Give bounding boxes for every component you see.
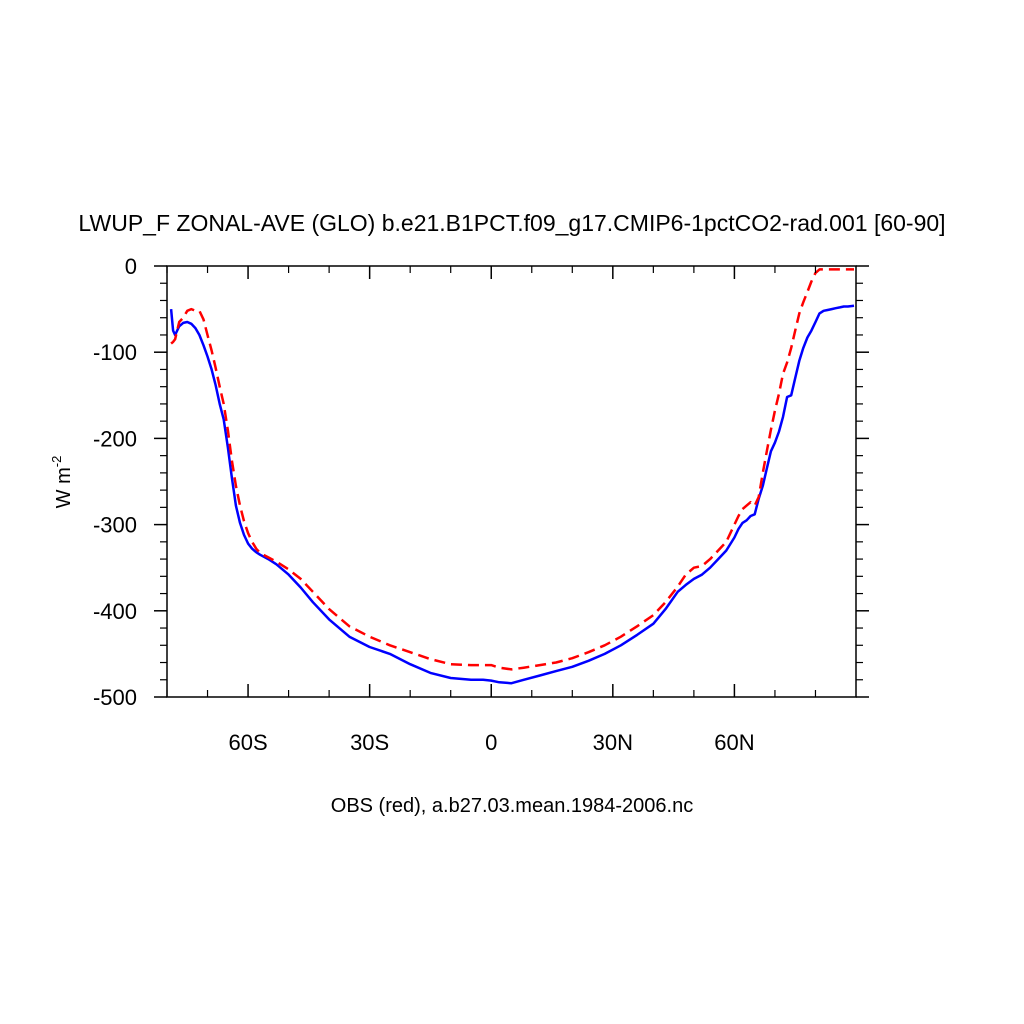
y-tick-labels: 0 -100 -200 -300 -400 -500 — [93, 254, 137, 710]
y-tick-label: 0 — [125, 254, 137, 279]
series-line-blue-solid — [169, 304, 855, 685]
y-tick-label: -300 — [93, 513, 137, 538]
x-tick-label: 0 — [485, 730, 497, 755]
x-tick-labels: 60S 30S 0 30N 60N — [228, 730, 754, 755]
chart-title: LWUP_F ZONAL-AVE (GLO) b.e21.B1PCT.f09_g… — [78, 210, 945, 236]
chart-footnote: OBS (red), a.b27.03.mean.1984-2006.nc — [331, 795, 693, 817]
y-tick-label: -200 — [93, 426, 137, 451]
series-layer — [169, 268, 855, 685]
y-tick-label: -400 — [93, 599, 137, 624]
y-tick-label: -100 — [93, 340, 137, 365]
y-tick-label: -500 — [93, 685, 137, 710]
x-tick-label: 60N — [714, 730, 754, 755]
x-tick-label: 60S — [228, 730, 267, 755]
plot-frame — [166, 265, 857, 698]
y-axis-label-superscript: -2 — [49, 456, 64, 468]
series-line-red-dashed — [170, 268, 854, 671]
x-tick-label: 30S — [350, 730, 389, 755]
y-axis-label: W m-2 — [49, 456, 75, 509]
x-tick-label: 30N — [593, 730, 633, 755]
plot-area: 60S 30S 0 30N 60N 0 -100 -200 -300 -400 -500 — [93, 254, 869, 755]
y-axis-label-text: W m — [53, 467, 75, 508]
